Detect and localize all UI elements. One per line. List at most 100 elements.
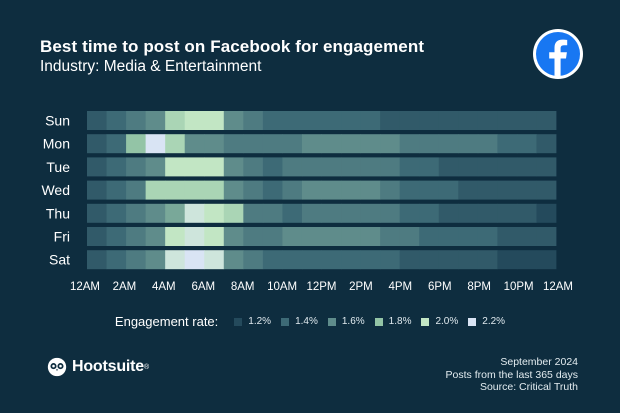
heatmap-cell [399,134,420,154]
heatmap-cell [419,203,440,223]
heatmap-cell [380,203,401,223]
row-label-sun: Sun [45,113,70,129]
heatmap-cell [262,203,283,223]
heatmap-cell [458,180,479,200]
heatmap-cell [536,180,557,200]
footer: September 2024 Posts from the last 365 d… [446,356,578,394]
heatmap-cell [106,180,127,200]
heatmap-cell [87,111,107,130]
heatmap-cell [165,134,186,154]
heatmap-cell [497,203,518,223]
heatmap-cell [341,227,361,246]
legend-item: 2.0% [421,316,458,327]
row-label-sat: Sat [49,252,70,268]
heatmap-cell [184,157,205,177]
heatmap-cell [516,250,537,270]
x-tick-label: 10PM [504,281,534,293]
legend-swatch [421,317,430,326]
heatmap-cell [282,250,303,270]
heatmap-cell [399,227,420,246]
heatmap-cell [204,227,225,246]
heatmap-cell [497,227,518,246]
heatmap-cell [360,157,381,177]
heatmap-cell [204,180,225,200]
heatmap-cell [419,227,440,246]
heatmap-cell [204,134,225,154]
heatmap-cell [223,203,244,223]
heatmap-cell [223,250,244,270]
heatmap-cell [438,157,459,177]
heatmap-cell [223,180,244,200]
heatmap-cell [399,111,420,130]
heatmap-cell [165,227,186,246]
heatmap-cell [321,111,342,130]
heatmap-cell [165,111,186,130]
heatmap-cell [145,157,166,177]
x-tick-label: 12AM [70,281,100,293]
heatmap-cell [301,111,322,130]
heatmap-cell [223,134,244,154]
chart-subtitle: Industry: Media & Entertainment [40,58,262,75]
heatmap-cell [380,250,401,270]
heatmap-cell [536,227,557,246]
x-tick-label: 4AM [152,281,176,293]
heatmap-cell [458,250,479,270]
heatmap-cell [87,134,107,154]
heatmap-cell [106,227,127,246]
heatmap-cell [243,157,264,177]
heatmap-cell [262,180,283,200]
legend-item: 1.2% [234,316,271,327]
heatmap-cell [360,227,381,246]
heatmap-cell [477,134,498,154]
heatmap-cell [126,250,147,270]
heatmap-cell [126,227,147,246]
legend-swatch [281,317,290,326]
heatmap-cell [536,203,557,223]
heatmap-cell [477,203,498,223]
heatmap-cell [243,134,264,154]
x-tick-label: 6PM [428,281,452,293]
heatmap-cell [380,227,401,246]
heatmap-cell [145,111,166,130]
legend-label: 1.2% [248,316,272,327]
legend-item: 1.6% [327,316,365,327]
legend-title: Engagement rate: [114,314,219,329]
heatmap-cell [282,227,303,246]
legend: Engagement rate: 1.2% 1.4% 1.6% 1.8% 2.0% 2.2… [0,314,620,329]
heatmap-cell [301,250,322,270]
heatmap-cell [477,180,498,200]
heatmap-cell [184,180,205,200]
heatmap-cell [477,250,498,270]
heatmap-cell [106,134,127,154]
heatmap-cell [380,157,401,177]
legend-swatch [468,317,477,326]
x-tick-label: 2PM [349,281,373,293]
heatmap-cell [262,134,283,154]
heatmap-cell [399,180,420,200]
registered-mark: ® [143,363,150,371]
heatmap-cell [282,157,303,177]
heatmap-cell [184,134,205,154]
heatmap-cell [341,157,361,177]
heatmap-cell [516,203,537,223]
heatmap-cell [204,111,225,130]
heatmap-cell [360,203,381,223]
heatmap-cell [87,250,107,270]
legend-swatch [234,317,243,326]
heatmap-cell [516,157,537,177]
heatmap-cell [536,157,557,177]
heatmap-cell [165,157,186,177]
heatmap-cell [165,250,186,270]
heatmap-cell [184,227,205,246]
heatmap-cell [321,250,342,270]
heatmap-cell [419,111,440,130]
facebook-icon [533,29,583,79]
heatmap-cell [301,157,322,177]
heatmap-cell [243,203,264,223]
footer-posts: Posts from the last 365 days [445,368,578,381]
heatmap-cell [516,227,537,246]
heatmap-cell [438,180,459,200]
legend-label: 1.8% [388,316,412,327]
heatmap-cell [321,180,342,200]
brand-name: Hootsuite [72,358,144,375]
